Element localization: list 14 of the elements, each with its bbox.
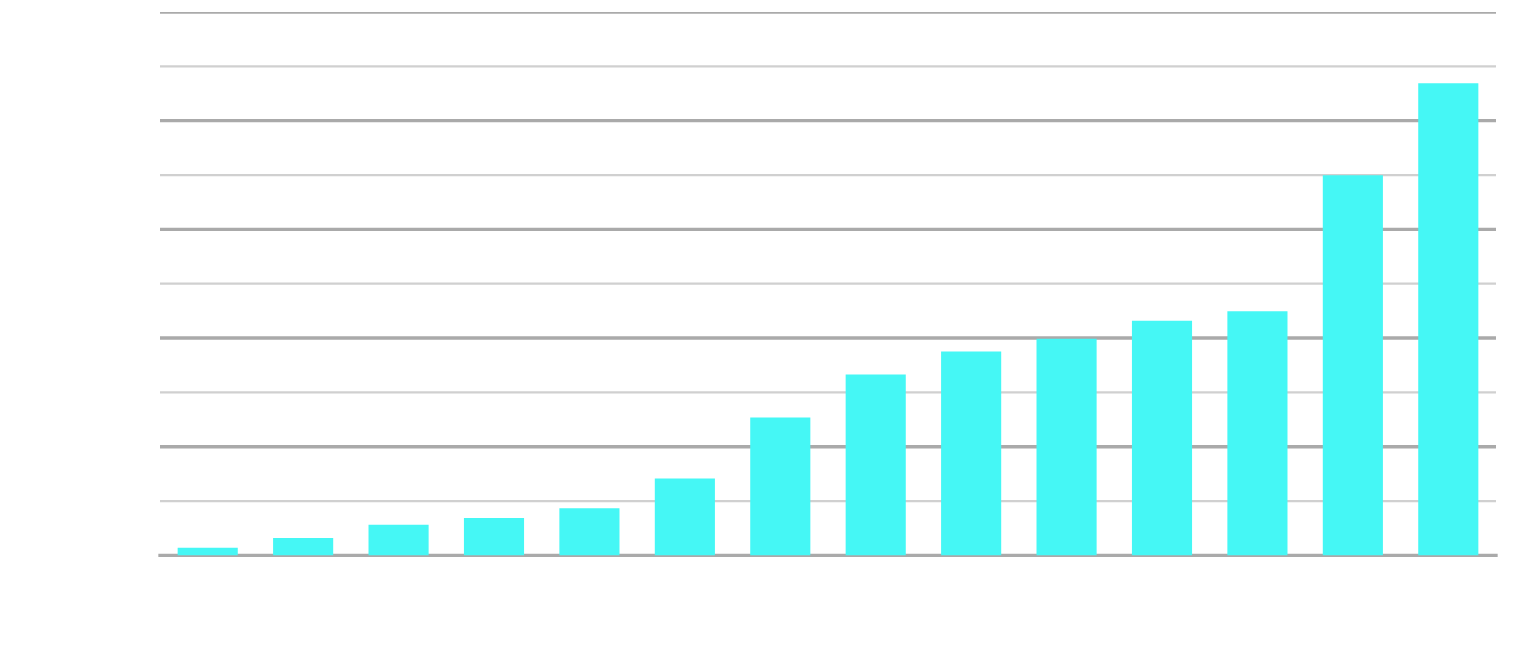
bar — [750, 417, 811, 556]
bar — [1131, 320, 1193, 556]
bar — [273, 537, 334, 556]
bar — [368, 524, 429, 556]
bar — [463, 518, 525, 556]
bar — [1036, 338, 1097, 556]
bar — [941, 351, 1002, 556]
bar — [845, 374, 906, 556]
bar — [654, 478, 715, 556]
bar — [177, 547, 238, 556]
bar — [559, 508, 620, 556]
bar — [1322, 175, 1383, 556]
bar — [1227, 311, 1288, 556]
bar — [1418, 83, 1479, 556]
